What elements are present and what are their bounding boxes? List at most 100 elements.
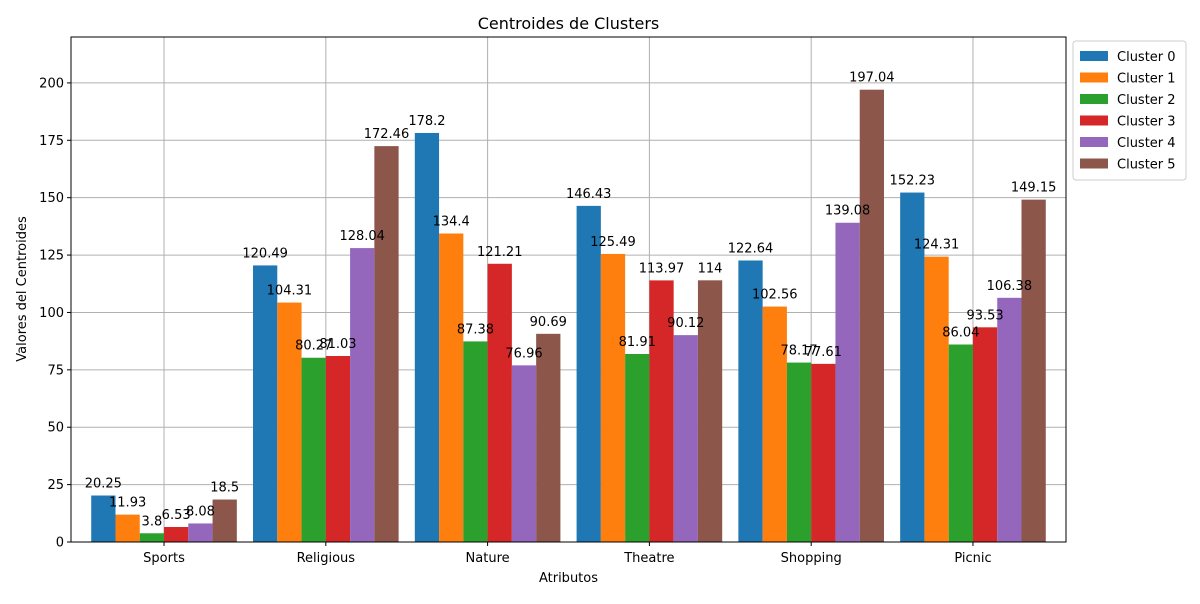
y-axis-ticks: 0 25 50 75 100 125 150 175 200 (39, 76, 71, 551)
legend: Cluster 0 Cluster 1 Cluster 2 Cluster 3 Clus… (1072, 40, 1187, 181)
bar (487, 263, 512, 542)
bar (859, 89, 884, 542)
bar-value-label: 86.04 (942, 325, 979, 340)
x-tick-label: Picnic (954, 551, 991, 566)
bar-value-label: 124.31 (914, 238, 960, 253)
x-tick-label: Religious (297, 551, 356, 566)
bar-value-label: 106.38 (987, 279, 1033, 294)
bar (972, 327, 998, 542)
bar (164, 527, 189, 542)
bar (188, 523, 213, 542)
legend-swatch (1080, 72, 1108, 83)
bar-value-label: 8.08 (186, 504, 215, 519)
bar-value-label: 102.56 (752, 288, 798, 303)
bar-value-label: 76.96 (505, 346, 542, 361)
y-tick-label: 25 (47, 478, 64, 493)
y-tick-label: 100 (39, 306, 64, 321)
bar-value-label: 78.17 (780, 344, 817, 359)
legend-swatch (1080, 158, 1108, 169)
bar-value-label: 152.23 (890, 174, 936, 189)
bar-value-label: 6.53 (162, 508, 191, 523)
bar-value-label: 178.2 (408, 114, 445, 129)
bar-value-label: 197.04 (849, 71, 895, 86)
x-tick-label: Nature (466, 551, 510, 566)
bar (277, 302, 302, 542)
bar (697, 280, 723, 542)
bar (673, 335, 698, 542)
bar-value-label: 139.08 (825, 204, 871, 219)
bar (115, 514, 140, 542)
bar (439, 233, 464, 542)
bar-value-label: 81.91 (619, 335, 656, 350)
bar (325, 355, 351, 542)
bar-value-label: 120.49 (242, 246, 288, 261)
bar (576, 205, 601, 542)
plot-frame (70, 36, 1067, 543)
bar (738, 260, 763, 542)
bar (350, 248, 375, 542)
bar (835, 222, 860, 543)
bar (374, 146, 399, 542)
bar (139, 533, 165, 542)
legend-label: Cluster 0 (1117, 50, 1176, 65)
bar-value-label: 20.25 (85, 477, 122, 492)
bar (811, 363, 836, 542)
bar (463, 341, 488, 542)
bar-value-label: 93.53 (966, 308, 1003, 323)
y-tick-label: 75 (47, 363, 64, 378)
bar-value-label: 121.21 (477, 245, 523, 260)
bar-value-label: 80.27 (295, 339, 332, 354)
bar (536, 333, 561, 542)
bar (786, 362, 812, 542)
y-tick-label: 175 (39, 134, 64, 149)
bar-value-label: 90.12 (667, 316, 704, 331)
bar-value-label: 172.46 (364, 127, 410, 142)
legend-swatch (1080, 137, 1108, 147)
bar-value-label: 18.5 (210, 481, 239, 496)
bar-value-label: 87.38 (457, 322, 494, 337)
bar (625, 353, 650, 542)
bar (511, 365, 537, 542)
bar (924, 256, 949, 542)
legend-swatch (1080, 94, 1108, 104)
bar-value-label: 149.15 (1011, 181, 1057, 196)
bar-value-label: 114 (698, 261, 723, 276)
bar (900, 192, 925, 542)
bar (762, 306, 787, 542)
bar (301, 357, 326, 542)
bar (649, 280, 674, 542)
bar-value-label: 104.31 (267, 284, 313, 299)
legend-label: Cluster 4 (1117, 136, 1176, 151)
x-tick-label: Theatre (623, 551, 674, 566)
bar-value-label: 81.03 (319, 337, 356, 352)
legend-label: Cluster 3 (1117, 115, 1176, 130)
x-axis-ticks: Sports Religious Nature Theatre Shopping Picn… (143, 542, 992, 566)
bar-value-label: 77.61 (805, 345, 842, 360)
x-tick-label: Shopping (781, 551, 842, 566)
x-tick-label: Sports (143, 551, 185, 566)
bar-value-label: 11.93 (109, 496, 146, 511)
y-axis-label: Valores del Centroides (15, 216, 30, 362)
legend-swatch (1080, 115, 1108, 126)
y-tick-label: 150 (39, 191, 64, 206)
bar-value-label: 90.69 (530, 315, 567, 330)
y-tick-label: 125 (39, 249, 64, 264)
bar (212, 499, 237, 542)
legend-label: Cluster 1 (1117, 72, 1176, 87)
bar (1021, 199, 1046, 543)
legend-label: Cluster 5 (1117, 158, 1176, 173)
data-labels-layer: 20.25 120.49 178.2 146.43 122.64 152.23 11.93 1… (85, 71, 1057, 530)
bar-value-label: 122.64 (728, 241, 774, 256)
x-axis-label: Atributos (539, 571, 598, 586)
y-tick-label: 200 (39, 76, 64, 91)
bar-value-label: 134.4 (433, 214, 470, 229)
bar (948, 344, 973, 542)
y-tick-label: 0 (56, 536, 64, 551)
legend-label: Cluster 2 (1117, 93, 1176, 108)
bar-value-label: 113.97 (639, 261, 685, 276)
chart-title: Centroides de Clusters (478, 14, 660, 33)
bar (91, 495, 116, 542)
legend-swatch (1080, 51, 1108, 61)
